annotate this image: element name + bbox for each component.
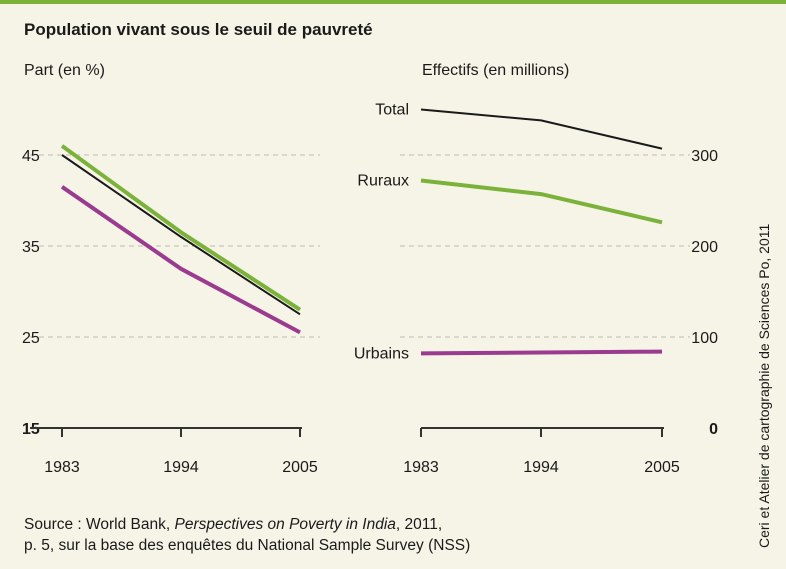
right-y-tick-label: 0	[709, 421, 718, 438]
right-y-axis-label: Effectifs (en millions)	[422, 62, 570, 79]
header-accent-bar	[0, 0, 786, 4]
right-x-tick-label: 1983	[403, 459, 439, 476]
left-y-tick-label: 45	[22, 148, 40, 165]
left-series-line-total	[61, 154, 301, 316]
credit-text: Ceri et Atelier de cartographie de Scien…	[756, 223, 772, 548]
chart-title: Population vivant sous le seuil de pauvr…	[24, 20, 373, 39]
series-label-total: Total	[375, 102, 409, 119]
right-y-tick-label: 200	[691, 239, 718, 256]
source-line1-suffix: , 2011,	[395, 516, 443, 533]
right-series-line-total	[420, 108, 663, 150]
left-y-tick-label: 15	[22, 421, 40, 438]
source-line2: p. 5, sur la base des enquêtes du Nation…	[24, 537, 471, 554]
left-y-tick-label: 35	[22, 239, 40, 256]
source-line1-prefix: Source : World Bank,	[24, 516, 175, 533]
left-y-tick-label: 25	[22, 330, 40, 347]
left-x-tick-label: 2005	[282, 459, 318, 476]
left-x-tick-label: 1994	[163, 459, 199, 476]
source-note: Source : World Bank, Perspectives on Pov…	[24, 514, 470, 556]
right-series-line-ruraux	[420, 178, 663, 225]
series-label-ruraux: Ruraux	[357, 172, 409, 189]
left-x-tick-label: 1983	[44, 459, 80, 476]
left-series-line-rural	[60, 144, 302, 312]
right-x-tick-label: 1994	[523, 459, 559, 476]
series-label-urbains: Urbains	[354, 345, 409, 362]
source-publication-title: Perspectives on Poverty in India	[174, 516, 396, 533]
right-x-tick-label: 2005	[644, 459, 680, 476]
left-y-axis-label: Part (en %)	[24, 62, 105, 79]
right-series-line-urbains	[420, 349, 663, 356]
left-series-line-urban	[60, 185, 301, 335]
right-y-tick-label: 100	[691, 330, 718, 347]
right-y-tick-label: 300	[691, 148, 718, 165]
